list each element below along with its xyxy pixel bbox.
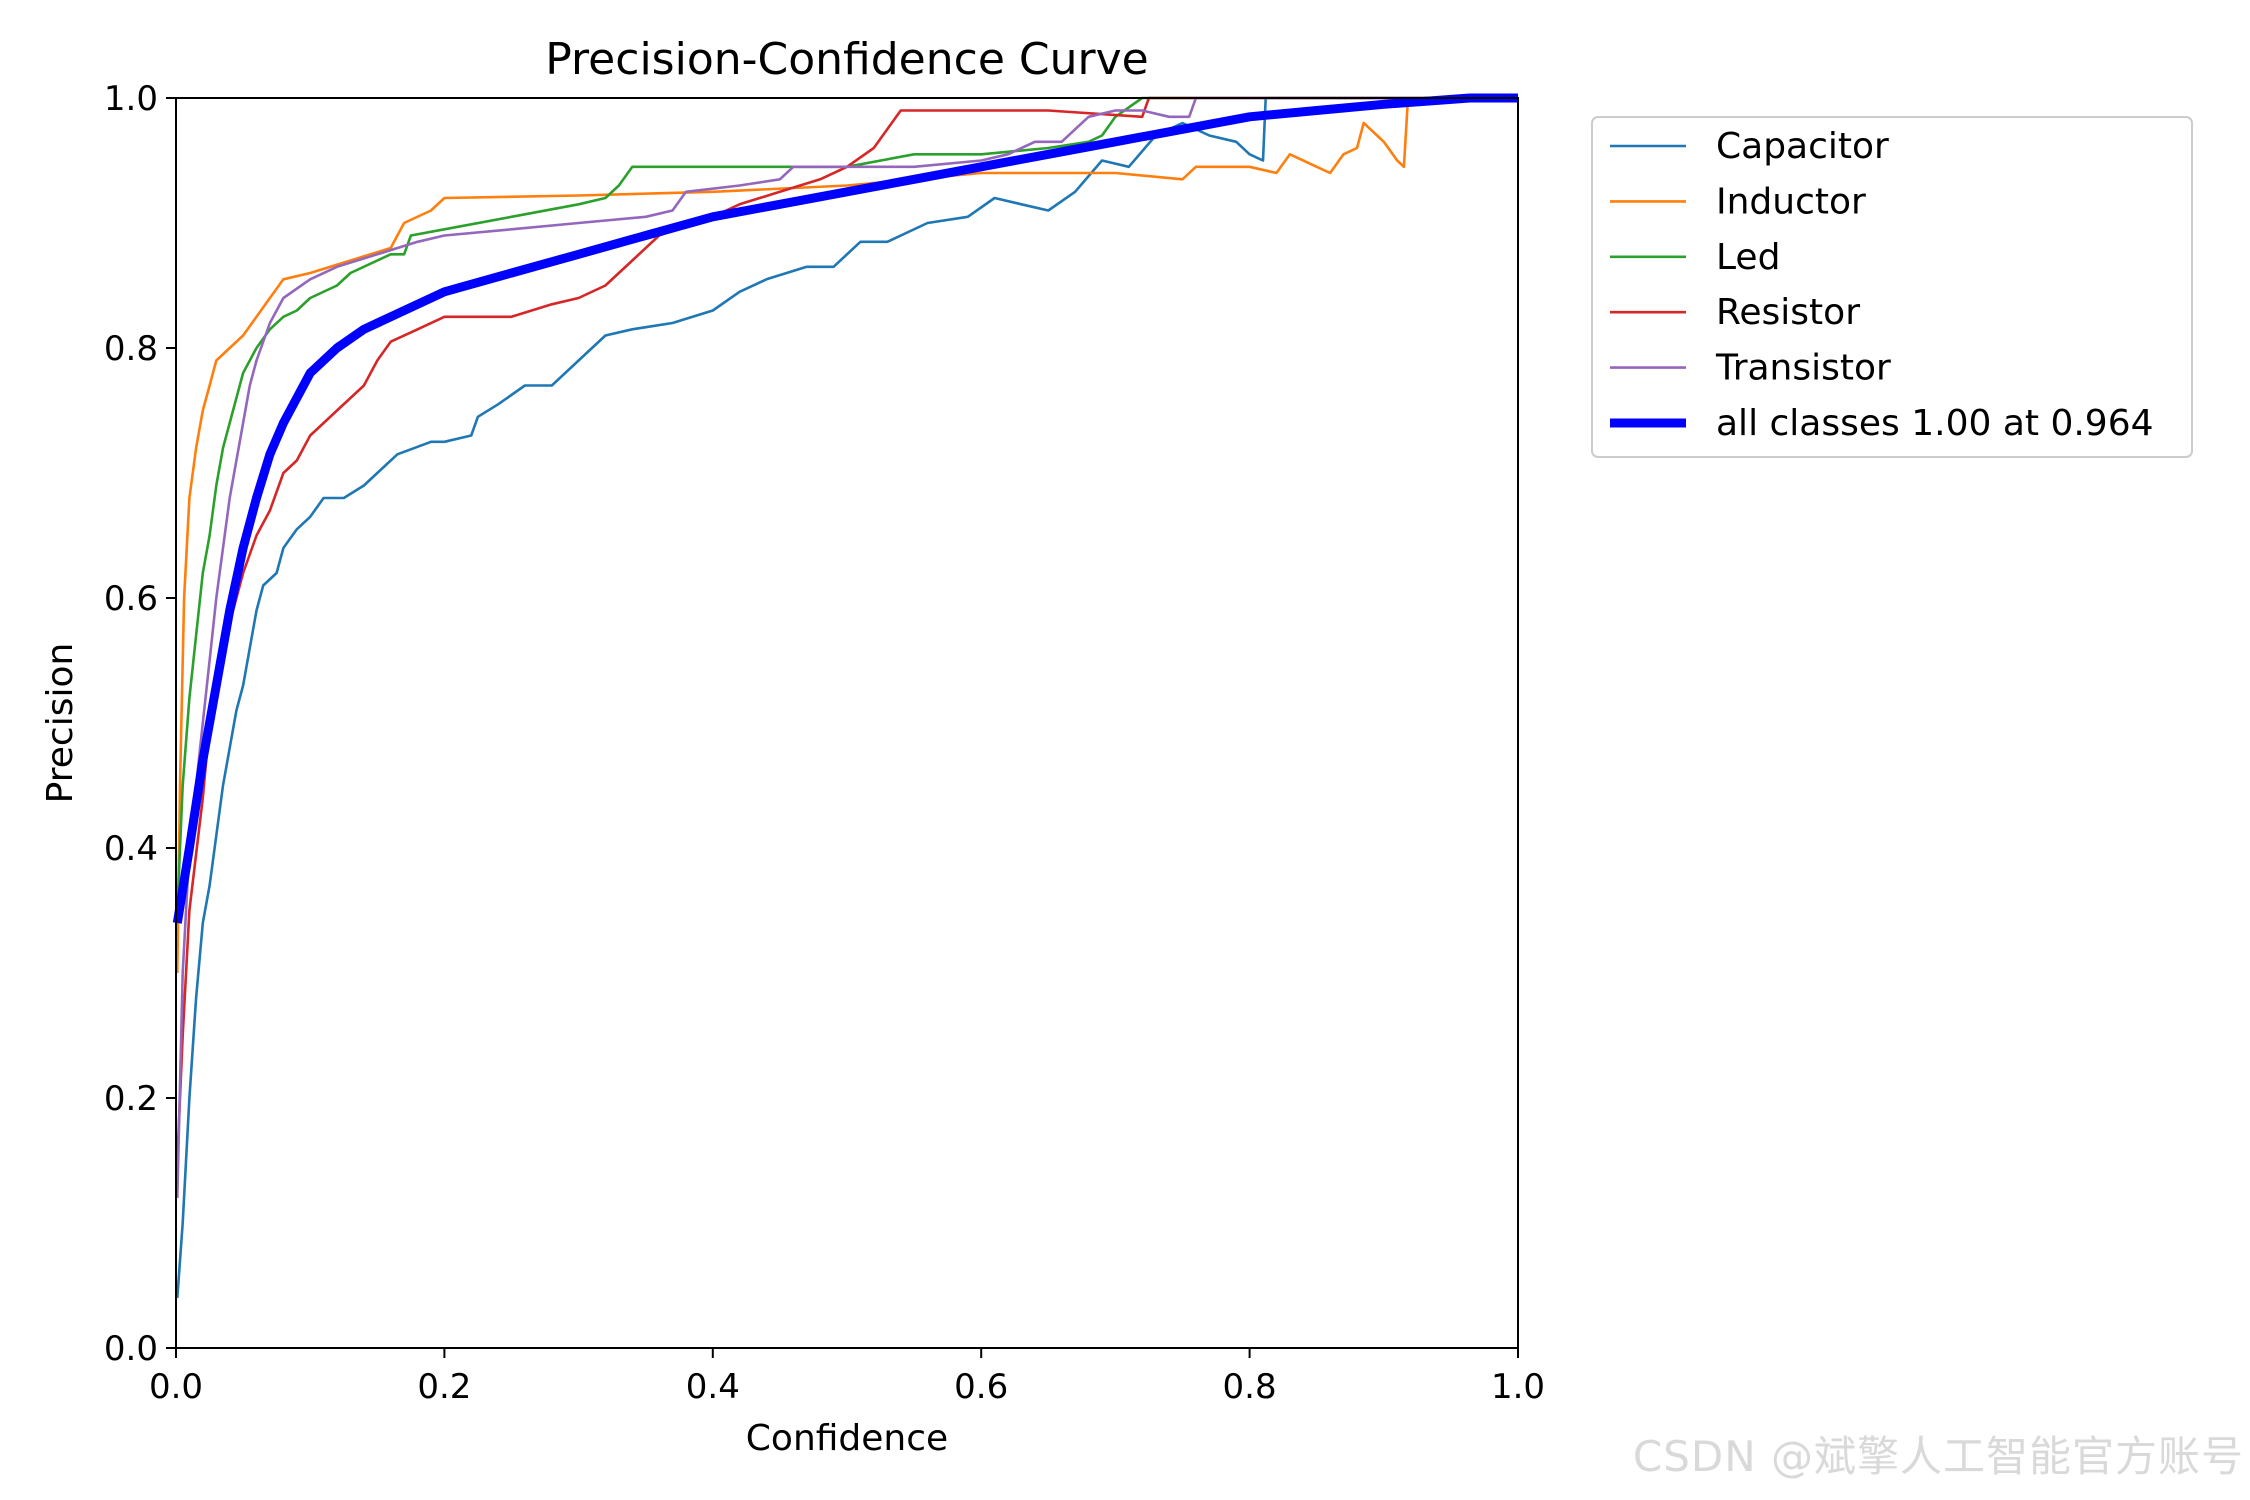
series-line-inductor <box>176 96 1518 974</box>
x-tick-label: 0.8 <box>1223 1367 1277 1407</box>
legend-label: Resistor <box>1716 292 1860 333</box>
legend-label: all classes 1.00 at 0.964 <box>1716 403 2154 444</box>
axes-frame <box>175 97 1519 1349</box>
y-tick-label: 1.0 <box>104 79 158 119</box>
series-line-all <box>172 93 1518 924</box>
legend-label: Transistor <box>1715 348 1891 389</box>
series-layer <box>172 93 1518 1299</box>
x-axis-ticks: 0.0 0.2 0.4 0.6 0.8 1.0 <box>149 1348 1545 1407</box>
x-tick-label: 0.0 <box>149 1367 203 1407</box>
legend: Capacitor Inductor Led Resistor Transistor al… <box>1591 116 2193 458</box>
x-tick-label: 0.6 <box>954 1367 1008 1407</box>
chart-title: Precision-Confidence Curve <box>545 34 1148 85</box>
legend-label: Capacitor <box>1716 126 1889 167</box>
y-tick-label: 0.8 <box>104 329 158 369</box>
x-tick-label: 0.2 <box>417 1367 471 1407</box>
series-line-transistor <box>176 96 1518 1199</box>
y-tick-label: 0.4 <box>104 829 158 869</box>
x-tick-label: 0.4 <box>686 1367 740 1407</box>
y-axis-ticks: 0.0 0.2 0.4 0.6 0.8 1.0 <box>104 79 176 1369</box>
series-line-led <box>176 96 1518 911</box>
y-axis-label: Precision <box>40 643 81 804</box>
series-line-capacitor <box>176 96 1518 1299</box>
y-tick-label: 0.6 <box>104 579 158 619</box>
plot-area <box>172 93 1519 1349</box>
legend-label: Inductor <box>1716 181 1866 222</box>
legend-box <box>1591 116 2193 458</box>
x-axis-label: Confidence <box>746 1418 948 1459</box>
y-tick-label: 0.0 <box>104 1329 158 1369</box>
legend-label: Led <box>1716 237 1780 278</box>
watermark: CSDN @斌擎人工智能官方账号 <box>1632 1432 2244 1481</box>
x-tick-label: 1.0 <box>1491 1367 1545 1407</box>
legend-items: Capacitor Inductor Led Resistor Transistor al… <box>1610 126 2154 444</box>
y-tick-label: 0.2 <box>104 1079 158 1119</box>
